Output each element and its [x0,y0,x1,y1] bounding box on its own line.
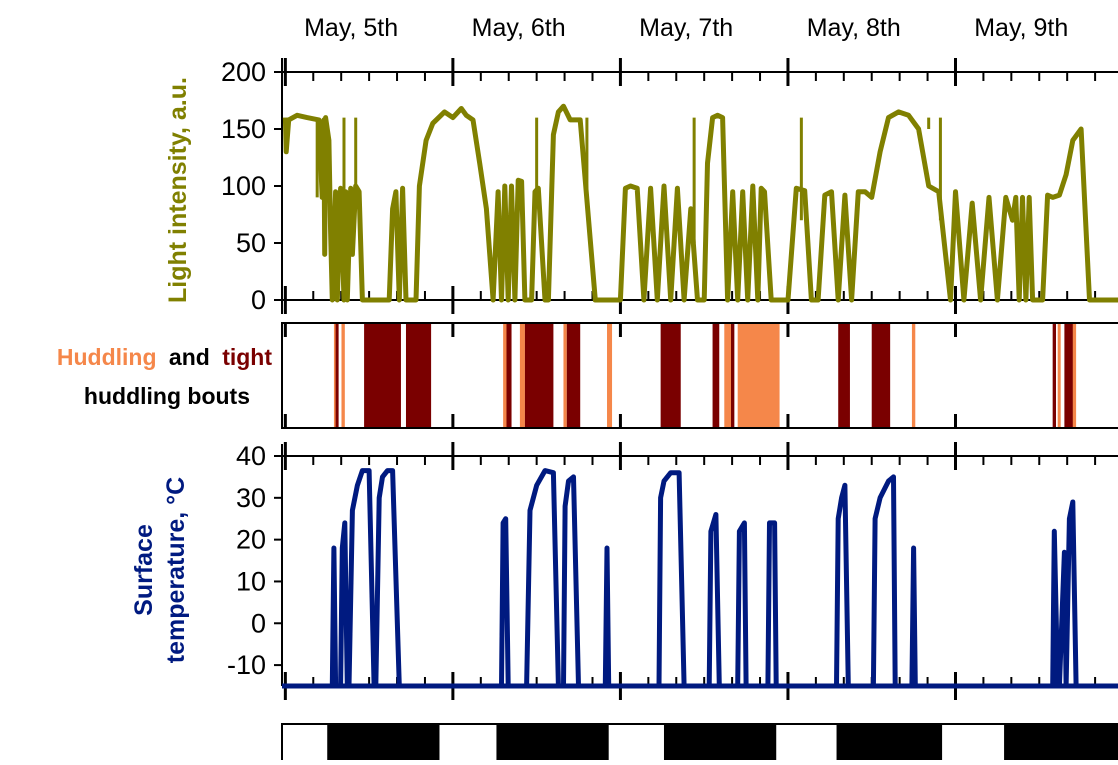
tight-huddling-bout [566,323,581,428]
huddling-bout [607,323,613,428]
light-y-axis-label: Light intensity, a.u. [164,77,192,303]
surface-temperature-line [329,468,1079,689]
night-span [1004,724,1118,760]
date-label: May, 5th [304,14,398,42]
tight-huddling-bout [335,323,339,428]
huddling-bout [737,323,780,428]
tight-word: tight [222,344,272,370]
night-span [663,724,777,760]
huddling-bout [1057,323,1061,428]
day-night-bar [281,723,1118,765]
date-label: May, 9th [974,14,1068,42]
light-y-tick-label: 50 [236,228,266,258]
night-span [496,724,609,760]
huddling-bout [911,323,916,428]
night-span [327,724,440,760]
light-y-tick-label: 0 [251,285,266,315]
light-panel: 0 50 100 150 200 [221,57,1118,315]
and-word: and [169,344,210,370]
tight-huddling-bout [1052,323,1057,428]
temp-y-tick-label: 10 [236,566,266,596]
date-label: May, 8th [807,14,901,42]
huddle-panel [281,322,1118,429]
temp-ylabel-line2: temperature, °C [162,477,190,663]
huddling-bout [563,323,567,428]
date-label: May, 6th [472,14,566,42]
huddling-word: Huddling [57,344,157,370]
svg-text:Huddling and t: Huddling and tight [57,344,272,370]
tight-huddling-bout [506,323,512,428]
huddling-bout [341,323,345,428]
tight-huddling-bout [405,323,432,428]
tight-huddling-bout [730,323,735,428]
light-y-tick-label: 200 [221,57,266,87]
temperature-y-axis-label: Surface temperature, °C [130,477,190,663]
tight-huddling-bout [524,323,554,428]
tight-huddling-bout [660,323,681,428]
huddling-label: Huddling and tight huddling bouts [57,344,272,409]
temp-y-tick-label: 40 [236,441,266,471]
tight-huddling-bout [838,323,850,428]
temp-y-tick-label: 30 [236,483,266,513]
huddling-bout [333,323,337,428]
night-span [836,724,943,760]
huddling-bouts-word: huddling bouts [84,383,250,409]
huddling-frame [281,322,1118,429]
temp-y-tick-label: 20 [236,525,266,555]
temp-ylabel-line1: Surface [130,524,158,616]
temp-y-tick-label: -10 [227,650,266,680]
huddling-bout [724,323,731,428]
light-y-tick-label: 150 [221,114,266,144]
tight-huddling-bout [871,323,891,428]
huddling-bout [1071,323,1077,428]
tight-huddling-bout [712,323,720,428]
tight-huddling-bout [364,323,401,428]
light-intensity-line [282,103,1118,303]
temp-panel: -10 0 10 20 30 40 [227,441,1118,700]
huddling-bout [519,323,525,428]
tight-huddling-bout [1064,323,1073,428]
date-label: May, 7th [639,14,733,42]
temp-y-tick-label: 0 [251,608,266,638]
light-y-tick-label: 100 [221,171,266,201]
